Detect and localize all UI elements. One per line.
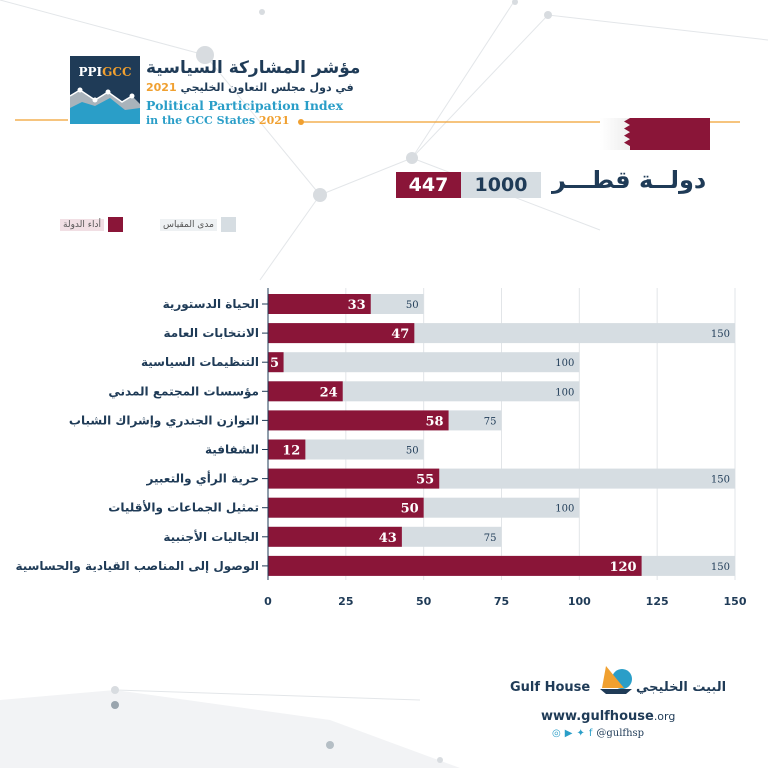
category-label: حرية الرأي والتعبير bbox=[146, 471, 259, 487]
title-english: Political Participation Index bbox=[146, 98, 344, 113]
ppigcc-logo: PPIGCC bbox=[70, 56, 140, 124]
total-score: 447 bbox=[396, 172, 461, 198]
category-label: التنظيمات السياسية bbox=[141, 355, 259, 369]
category-label: الوصول إلى المناصب القيادية والحساسية bbox=[15, 559, 259, 574]
performance-bar bbox=[268, 526, 402, 547]
legend-performance: أداء الدولة bbox=[60, 217, 123, 232]
range-value-label: 50 bbox=[406, 446, 419, 457]
country-name: دولــة قطـــر bbox=[552, 166, 707, 194]
dhow-boat-logo-icon bbox=[600, 666, 632, 694]
instagram-icon[interactable]: ◎ bbox=[552, 728, 561, 739]
legend-range: مدى المقياس bbox=[160, 217, 236, 232]
performance-bar bbox=[268, 497, 424, 518]
range-bar bbox=[268, 439, 424, 460]
range-value-label: 150 bbox=[711, 475, 730, 486]
social-handle[interactable]: @gulfhsp bbox=[596, 728, 645, 739]
x-tick-label: 0 bbox=[264, 595, 272, 608]
x-tick-label: 150 bbox=[724, 595, 747, 608]
category-label: الانتخابات العامة bbox=[164, 326, 259, 340]
subtitle-arabic: في دول مجلس التعاون الخليجي 2021 bbox=[146, 81, 354, 94]
performance-bar bbox=[268, 352, 284, 373]
x-tick-label: 25 bbox=[338, 595, 353, 608]
range-value-label: 100 bbox=[555, 504, 574, 515]
x-tick-label: 125 bbox=[646, 595, 669, 608]
facebook-icon[interactable]: f bbox=[588, 728, 593, 739]
legend-swatch-performance bbox=[107, 217, 123, 232]
range-value-label: 50 bbox=[406, 300, 419, 311]
performance-bar bbox=[268, 323, 415, 344]
category-label: الجاليات الأجنبية bbox=[163, 529, 259, 544]
brand-arabic: البيت الخليجي bbox=[636, 680, 727, 695]
x-tick-label: 75 bbox=[494, 595, 509, 608]
website-link[interactable]: www.gulfhouse.org bbox=[541, 709, 676, 724]
performance-value-label: 120 bbox=[609, 560, 636, 575]
performance-value-label: 33 bbox=[348, 298, 366, 313]
range-value-label: 150 bbox=[711, 329, 730, 340]
performance-bar bbox=[268, 294, 371, 314]
range-value-label: 100 bbox=[555, 358, 574, 369]
range-value-label: 100 bbox=[555, 387, 574, 398]
max-score: 1000 bbox=[461, 172, 541, 198]
performance-bar bbox=[268, 381, 343, 402]
range-value-label: 150 bbox=[711, 562, 730, 573]
performance-value-label: 47 bbox=[391, 327, 409, 342]
category-label: الحياة الدستورية bbox=[163, 297, 259, 312]
performance-value-label: 12 bbox=[282, 444, 300, 459]
category-label: الشفافية bbox=[205, 443, 259, 457]
category-label: التوازن الجندري وإشراك الشباب bbox=[69, 413, 259, 428]
social-links: ◎ ▶ ✦ f @gulfhsp bbox=[552, 728, 644, 739]
subtitle-english: in the GCC States 2021 bbox=[146, 114, 290, 127]
performance-value-label: 58 bbox=[425, 414, 443, 429]
range-value-label: 75 bbox=[484, 416, 497, 427]
legend-swatch-range bbox=[220, 217, 236, 232]
performance-bar bbox=[268, 555, 642, 576]
performance-bar bbox=[268, 410, 449, 431]
performance-value-label: 55 bbox=[416, 473, 434, 488]
x-tick-label: 100 bbox=[568, 595, 591, 608]
range-bar bbox=[268, 352, 580, 373]
category-label: مؤسسات المجتمع المدني bbox=[108, 384, 259, 399]
x-tick-label: 50 bbox=[416, 595, 432, 608]
brand-english: Gulf House bbox=[510, 680, 591, 695]
performance-value-label: 43 bbox=[379, 531, 397, 546]
range-bar bbox=[268, 381, 580, 402]
performance-value-label: 5 bbox=[270, 356, 279, 371]
twitter-icon[interactable]: ✦ bbox=[576, 728, 585, 739]
line-chart-logo-icon bbox=[70, 87, 140, 124]
qatar-flag bbox=[600, 118, 710, 150]
performance-value-label: 50 bbox=[401, 502, 419, 517]
performance-bar bbox=[268, 439, 306, 460]
performance-bar bbox=[268, 468, 440, 489]
title-arabic: مؤشر المشاركة السياسية bbox=[146, 58, 361, 78]
youtube-icon[interactable]: ▶ bbox=[564, 728, 573, 739]
range-value-label: 75 bbox=[484, 533, 497, 544]
category-label: تمثيل الجماعات والأقليات bbox=[108, 500, 259, 516]
performance-value-label: 24 bbox=[320, 385, 338, 400]
